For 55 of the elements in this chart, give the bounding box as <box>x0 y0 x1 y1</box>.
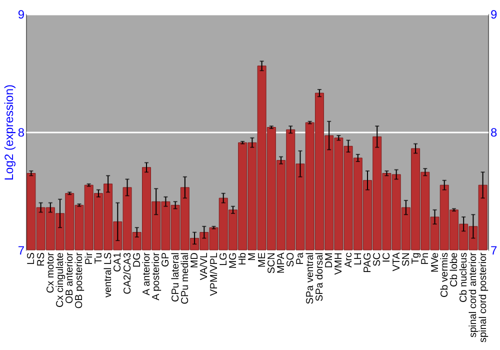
y2-tick-label: 7 <box>490 244 498 258</box>
x-tick-label: Cx cingulate <box>55 252 66 308</box>
x-tick-label: Cx motor <box>45 252 56 294</box>
x-tick-label: A anterior <box>141 252 152 296</box>
x-tick-label: Tg <box>410 252 422 264</box>
x-tick-label: CPu lateral <box>170 252 182 302</box>
x-tick-label: DG <box>132 252 143 268</box>
x-tick-label: Cb lobe <box>448 252 460 287</box>
x-tick-label: RS <box>36 252 47 266</box>
x-tick-label: VMH <box>334 252 345 275</box>
x-tick-label: VTA <box>391 252 402 272</box>
x-tick-label: GP <box>160 252 172 267</box>
x-tick-label: spinal cord anterior <box>468 252 480 338</box>
x-tick-label: Pir <box>84 252 95 265</box>
x-tick-label: SPa dorsal <box>314 252 326 302</box>
x-tick-label: Hb <box>238 252 249 266</box>
x-tick-label: Cb vermis <box>439 252 450 298</box>
x-tick-label: SC <box>372 252 384 266</box>
x-tick-label: ME <box>256 252 268 268</box>
y-tick-label: 7 <box>18 244 25 258</box>
x-tick-label: SPa ventral <box>304 252 316 304</box>
x-tick-label: CA2/CA3 <box>122 252 134 294</box>
x-tick-label: A posterior <box>151 252 162 300</box>
x-tick-label: DM <box>324 252 336 268</box>
x-tick-label: MG <box>228 252 239 269</box>
y2-tick-label: 9 <box>490 8 498 22</box>
x-tick-label: CPu medial <box>180 252 191 304</box>
x-tick-label: OB anterior <box>64 252 76 304</box>
x-tick-label: SCN <box>266 252 278 274</box>
x-tick-label: MVe <box>430 252 441 273</box>
x-tick-label: CA1 <box>112 252 124 272</box>
x-tick-label: VPM/VPL <box>208 252 220 296</box>
y-axis-title: Log2 (expression) <box>2 84 16 181</box>
x-tick-label: spinal cord posterior <box>478 252 489 343</box>
x-tick-label: ventral LS <box>103 252 114 298</box>
x-tick-label: LH <box>352 252 364 266</box>
x-tick-label: LS <box>26 252 38 265</box>
x-tick-label: OB posterior <box>74 252 86 309</box>
y-tick-label: 8 <box>18 126 25 140</box>
x-tick-label: SN <box>400 252 412 266</box>
x-tick-label: Cb nucleus <box>458 252 470 303</box>
x-tick-label: Pn <box>420 252 432 265</box>
x-tick-label: MD <box>190 252 201 268</box>
x-tick-label: SO <box>286 252 297 267</box>
y-tick-label: 9 <box>18 8 25 22</box>
x-tick-label: LG <box>218 252 230 266</box>
y2-tick-label: 8 <box>490 126 498 140</box>
x-tick-label: IC <box>382 252 393 262</box>
x-tick-label: MPA <box>276 252 288 274</box>
x-tick-label: Tu <box>93 252 104 264</box>
x-tick-label: M <box>247 252 258 261</box>
x-tick-label: Pa <box>295 252 306 265</box>
x-tick-label: VA/VL <box>199 252 210 280</box>
x-tick-label: PAG <box>362 252 374 273</box>
x-tick-label: Arc <box>343 252 354 268</box>
